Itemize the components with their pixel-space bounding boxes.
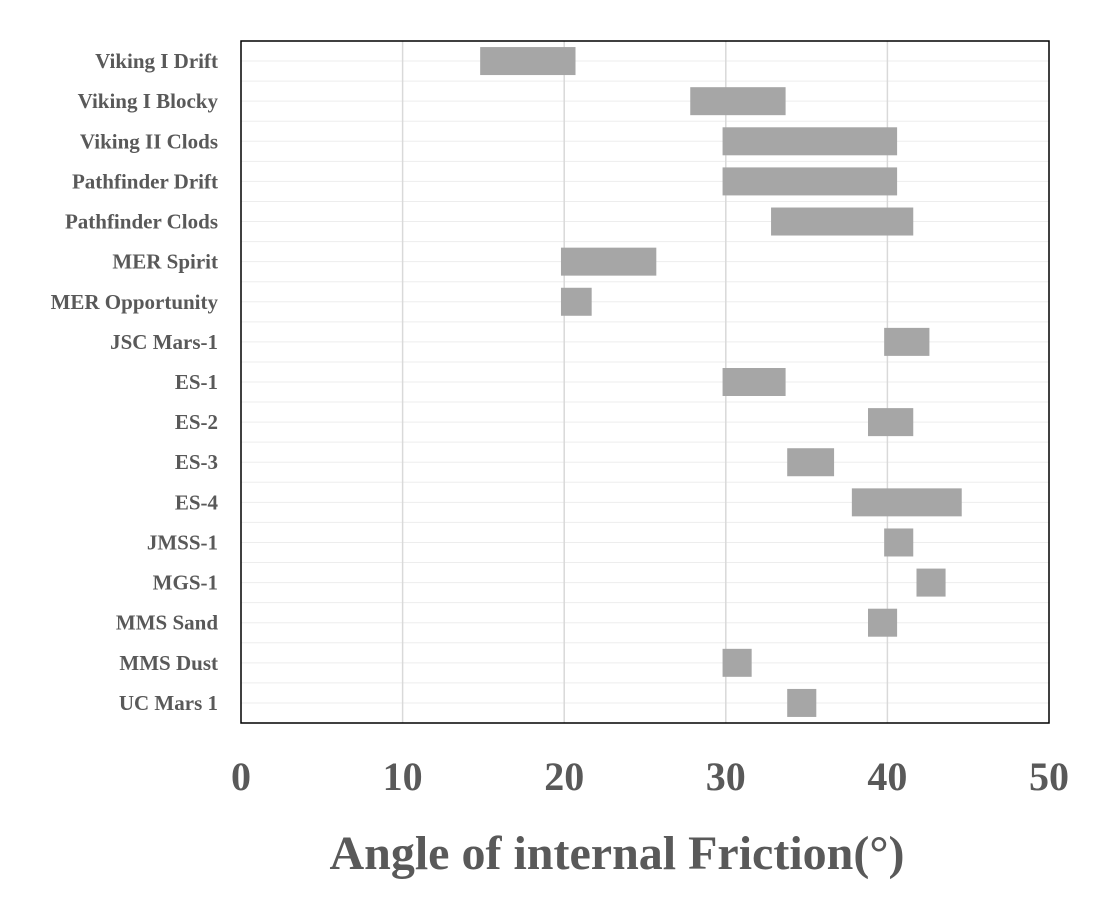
x-tick-label: 10	[383, 754, 423, 799]
range-bar	[722, 648, 752, 677]
category-label: MER Opportunity	[51, 290, 219, 314]
category-label: Viking I Drift	[95, 49, 218, 73]
range-bar	[480, 47, 576, 76]
category-label: MMS Dust	[119, 651, 218, 675]
range-bar	[771, 207, 914, 236]
x-tick-label: 30	[706, 754, 746, 799]
category-label: ES-4	[175, 490, 219, 514]
category-label: ES-3	[175, 450, 218, 474]
x-tick-label: 20	[544, 754, 584, 799]
category-label: ES-1	[175, 370, 218, 394]
category-label: ES-2	[175, 410, 218, 434]
category-label: MGS-1	[153, 571, 218, 595]
range-bar	[787, 448, 835, 477]
x-tick-label: 50	[1029, 754, 1069, 799]
category-label: Pathfinder Clods	[65, 210, 218, 234]
range-bar	[722, 127, 898, 156]
grid-layer	[241, 41, 1049, 723]
x-tick-label: 0	[231, 754, 251, 799]
range-bar	[868, 608, 898, 637]
range-bar	[560, 247, 657, 276]
category-label: UC Mars 1	[119, 691, 218, 715]
bar-layer	[480, 47, 962, 717]
category-label: JMSS-1	[147, 530, 218, 554]
range-bar	[868, 408, 914, 437]
range-bar	[884, 528, 914, 557]
range-bar	[787, 688, 817, 717]
range-bar	[722, 167, 898, 196]
category-label: JSC Mars-1	[110, 330, 218, 354]
range-bar	[560, 287, 592, 316]
range-bar	[851, 488, 962, 517]
plot-frame	[240, 40, 1050, 724]
category-labels: Viking I Drift Viking I Blocky Viking II C…	[51, 49, 219, 715]
range-bar	[690, 87, 786, 116]
x-axis-title: Angle of internal Friction(°)	[329, 827, 904, 880]
x-tick-label: 40	[867, 754, 907, 799]
category-label: Viking I Blocky	[78, 89, 219, 113]
category-label: MER Spirit	[112, 250, 218, 274]
category-label: MMS Sand	[116, 611, 218, 635]
category-label: Pathfinder Drift	[72, 169, 218, 193]
range-bar	[722, 368, 786, 396]
x-tick-labels: 0 10 20 30 40 50	[231, 754, 1069, 799]
category-label: Viking II Clods	[80, 129, 218, 153]
range-bar	[916, 568, 946, 597]
range-bar	[884, 327, 930, 356]
